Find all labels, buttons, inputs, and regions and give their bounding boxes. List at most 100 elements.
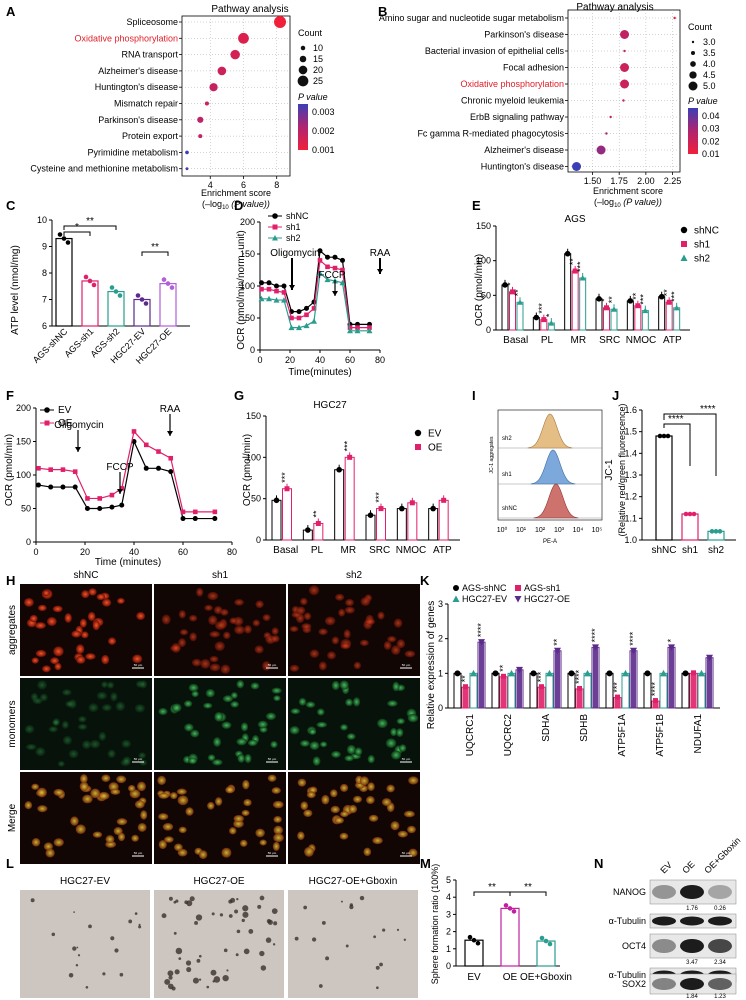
cell xyxy=(183,700,193,708)
sphere xyxy=(167,970,174,977)
cell xyxy=(48,726,58,733)
data-point xyxy=(604,305,609,311)
cell xyxy=(221,847,232,858)
data-point xyxy=(568,670,575,677)
x-tick-label: OE+Gboxin xyxy=(520,972,572,983)
x-tick-label: 4 xyxy=(208,180,213,190)
sig-mark: **** xyxy=(700,404,716,415)
cell xyxy=(229,827,237,835)
injection-label: RAA xyxy=(370,248,391,259)
cell xyxy=(344,755,354,762)
injection-arrow-head xyxy=(117,489,123,494)
panel-d-line-chart: OCR (pmol/min/norm. unit) Time(minutes) … xyxy=(236,211,391,378)
y-tick-label: 0 xyxy=(250,345,255,355)
y-tick-label: 100 xyxy=(246,452,261,462)
data-point xyxy=(119,486,125,491)
legend-count-dot xyxy=(689,71,697,79)
y-tick-label: 50 xyxy=(251,494,261,504)
panel-d-xlabel: Time(minutes) xyxy=(288,367,352,378)
data-point xyxy=(325,254,330,260)
cell xyxy=(385,738,397,749)
cell xyxy=(331,750,341,758)
sphere xyxy=(192,977,199,984)
cell xyxy=(188,683,199,692)
cell xyxy=(85,653,96,660)
x-tick-label: 10¹ xyxy=(516,527,527,534)
cell xyxy=(254,645,264,654)
x-tick-label: 60 xyxy=(345,355,355,365)
cell xyxy=(306,791,316,799)
cell xyxy=(364,618,376,625)
sig-mark: *** xyxy=(536,671,546,682)
x-tick-label: MR xyxy=(341,545,357,556)
sphere xyxy=(243,948,250,955)
sphere xyxy=(186,966,192,973)
legend-marker xyxy=(515,585,521,591)
bar xyxy=(673,307,681,331)
histogram-peak xyxy=(533,483,579,519)
cell xyxy=(37,680,48,690)
cell xyxy=(272,841,280,852)
cell xyxy=(339,680,349,690)
cell xyxy=(390,821,400,831)
data-point xyxy=(546,669,553,677)
cell xyxy=(71,630,82,638)
sphere xyxy=(230,897,236,903)
bar-fill xyxy=(501,676,506,708)
y-tick-label: 50 xyxy=(481,290,491,300)
cell xyxy=(88,703,99,713)
sphere xyxy=(271,908,278,915)
sphere xyxy=(173,931,177,935)
x-tick-label: EV xyxy=(467,972,481,983)
cell xyxy=(75,824,86,835)
cell xyxy=(117,597,125,604)
data-point xyxy=(91,282,97,288)
panel-n-western-blot: EV OE OE+Gboxin NANOG α-Tubulin OCT4 α-Tubuli… xyxy=(609,835,743,1000)
y-tick-label: 0 xyxy=(26,537,31,547)
cell xyxy=(324,616,336,626)
cell xyxy=(172,703,182,713)
data-point xyxy=(61,236,67,241)
sig-mark: ** xyxy=(524,882,532,893)
data-point xyxy=(274,288,279,294)
data-point xyxy=(627,298,634,304)
cell xyxy=(200,658,211,669)
pathway-term-label: Parkinson's disease xyxy=(484,30,564,40)
blot-band xyxy=(652,978,676,990)
x-tick-label: 80 xyxy=(375,355,385,365)
y-tick-label: 7 xyxy=(42,295,47,305)
legend-pvalue-label: 0.002 xyxy=(312,126,335,136)
data-point xyxy=(315,520,321,526)
sphere xyxy=(242,911,249,918)
cell xyxy=(110,788,121,795)
data-point xyxy=(156,449,161,454)
bar xyxy=(491,672,500,709)
cell xyxy=(220,608,229,616)
scale-bar-label: 50 μm xyxy=(268,851,277,855)
cell xyxy=(52,605,63,613)
data-point xyxy=(180,516,186,522)
blot-quantification: 1.23 xyxy=(714,994,726,1000)
lane-label: OE+Gboxin xyxy=(702,835,742,875)
data-point xyxy=(72,484,78,490)
column-label: shNC xyxy=(73,570,98,581)
cell xyxy=(309,649,320,658)
data-point xyxy=(653,698,658,704)
data-point xyxy=(109,504,115,510)
sphere xyxy=(110,936,115,941)
x-tick-label: 0 xyxy=(257,355,262,365)
data-point xyxy=(311,318,317,324)
enrichment-dot xyxy=(217,66,227,76)
data-point xyxy=(660,669,667,677)
cell xyxy=(102,598,112,607)
cell xyxy=(138,752,147,759)
x-tick-label: MR xyxy=(571,335,587,346)
data-point xyxy=(657,433,663,439)
column-label: sh2 xyxy=(346,570,363,581)
bar-fill xyxy=(539,687,544,708)
enrichment-dot xyxy=(572,162,582,171)
legend-label: shNC xyxy=(694,226,719,237)
panel-h-microscopy-grid: shNC sh1 sh2 aggregates monomers Merge 50 μm… xyxy=(7,570,420,864)
cell xyxy=(177,848,188,857)
